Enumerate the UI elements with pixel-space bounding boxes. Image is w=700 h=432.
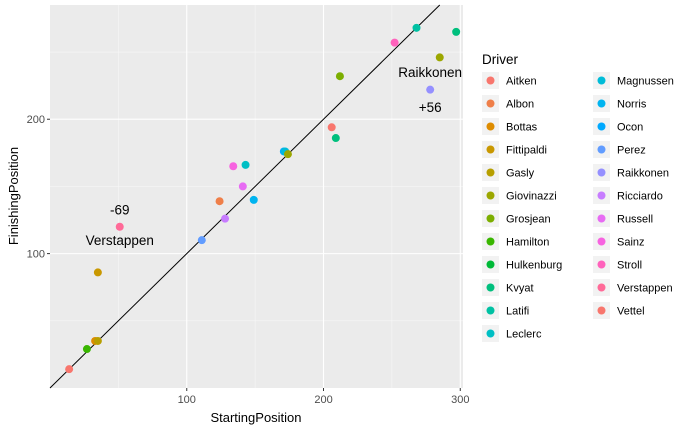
data-point — [93, 336, 102, 345]
legend-key-dot — [486, 145, 495, 154]
legend-key-dot — [597, 122, 606, 131]
data-point — [452, 27, 461, 36]
legend-key-dot — [597, 145, 606, 154]
legend-label: Norris — [617, 99, 647, 111]
legend-label: Aitken — [506, 76, 537, 88]
legend-label: Fittipaldi — [506, 145, 547, 157]
legend-key-dot — [597, 283, 606, 292]
annotation-label: Raikkonen — [398, 65, 462, 80]
data-point — [221, 214, 230, 223]
annotation-label: Verstappen — [86, 233, 154, 248]
legend: Driver Aitken Albon Bottas Fittipaldi Gasly G… — [482, 52, 674, 342]
legend-label: Latifi — [506, 306, 529, 318]
legend-key-dot — [597, 191, 606, 200]
legend-key-dot — [597, 260, 606, 269]
data-point — [331, 134, 340, 143]
grid-major — [50, 5, 463, 388]
data-point — [249, 195, 258, 204]
legend-key-dot — [486, 237, 495, 246]
legend-key-dot — [597, 168, 606, 177]
legend-key-dot — [486, 260, 495, 269]
data-point — [412, 23, 421, 32]
data-point — [238, 182, 247, 191]
legend-label: Russell — [617, 214, 653, 226]
x-tick-label: 100 — [178, 394, 196, 406]
x-tick-label: 300 — [451, 394, 469, 406]
legend-key-dot — [486, 306, 495, 315]
legend-label: Vettel — [617, 306, 645, 318]
x-axis-title: StartingPosition — [210, 410, 301, 425]
panel-background — [50, 5, 463, 388]
data-point — [197, 236, 206, 245]
legend-key-dot — [486, 122, 495, 131]
data-point — [93, 268, 102, 277]
y-tick-label: 100 — [27, 249, 45, 261]
legend-label: Albon — [506, 99, 534, 111]
legend-key-dot — [486, 283, 495, 292]
data-point — [115, 222, 124, 231]
legend-key-dot — [486, 99, 495, 108]
x-tick-label: 200 — [314, 394, 332, 406]
annotations: -69 Verstappen Raikkonen +56 — [86, 65, 462, 248]
data-point — [229, 162, 238, 171]
legend-title: Driver — [482, 52, 519, 67]
legend-label: Sainz — [617, 237, 645, 249]
legend-key-dot — [597, 306, 606, 315]
legend-key-dot — [486, 214, 495, 223]
reference-line-group — [49, 4, 441, 389]
y-tick-label: 200 — [27, 114, 45, 126]
data-point — [435, 53, 444, 62]
legend-key-dot — [486, 329, 495, 338]
data-point — [65, 365, 74, 374]
data-point — [335, 72, 344, 81]
legend-label: Ocon — [617, 122, 643, 134]
legend-label: Stroll — [617, 260, 642, 272]
legend-label: Giovinazzi — [506, 191, 557, 203]
legend-label: Ricciardo — [617, 191, 663, 203]
legend-key-dot — [486, 168, 495, 177]
legend-key-dot — [597, 99, 606, 108]
annotation-label: -69 — [110, 202, 130, 217]
data-point — [390, 38, 399, 47]
legend-key-dot — [597, 237, 606, 246]
annotation-label: +56 — [419, 100, 442, 115]
legend-key-dot — [597, 214, 606, 223]
legend-label: Grosjean — [506, 214, 551, 226]
data-point — [283, 150, 292, 159]
data-points — [65, 23, 461, 374]
data-point — [241, 160, 250, 169]
legend-label: Hamilton — [506, 237, 549, 249]
data-point — [327, 123, 336, 132]
data-point — [82, 345, 91, 354]
legend-label: Verstappen — [617, 283, 673, 295]
axis-ticks: 100 200 300 100 200 — [27, 114, 470, 406]
data-point — [426, 85, 435, 94]
legend-key-dot — [486, 191, 495, 200]
legend-label: Raikkonen — [617, 168, 669, 180]
legend-key-dot — [597, 76, 606, 85]
reference-line — [49, 4, 441, 389]
data-point — [215, 197, 224, 206]
legend-label: Leclerc — [506, 329, 542, 341]
legend-label: Hulkenburg — [506, 260, 562, 272]
legend-label: Bottas — [506, 122, 538, 134]
legend-key-dot — [486, 76, 495, 85]
y-axis-title: FinishingPosition — [6, 147, 21, 245]
legend-label: Magnussen — [617, 76, 674, 88]
legend-label: Gasly — [506, 168, 535, 180]
legend-label: Kvyat — [506, 283, 534, 295]
legend-label: Perez — [617, 145, 646, 157]
